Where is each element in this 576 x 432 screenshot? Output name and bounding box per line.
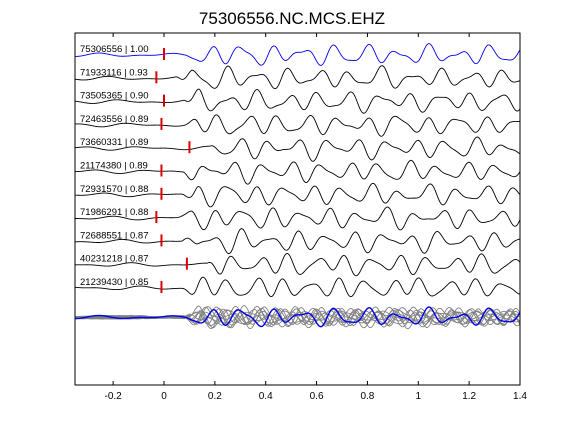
x-tick-label: 1.2 bbox=[462, 391, 476, 402]
stack-trace bbox=[74, 306, 521, 326]
trace-label: 21174380 | 0.89 bbox=[80, 161, 148, 172]
trace-label: 72688551 | 0.87 bbox=[80, 230, 149, 241]
trace-label: 71933116 | 0.93 bbox=[80, 67, 148, 78]
x-tick-label: 0.4 bbox=[259, 391, 273, 402]
trace-waveform bbox=[74, 88, 521, 114]
trace-waveform bbox=[74, 253, 521, 277]
x-tick-label: 0 bbox=[161, 391, 167, 402]
trace-waveform bbox=[75, 43, 521, 66]
trace-waveform bbox=[74, 228, 521, 255]
x-tick-label: 1.4 bbox=[513, 391, 527, 402]
trace-waveform bbox=[74, 65, 521, 90]
plot-frame bbox=[74, 32, 521, 386]
trace-label: 75306556 | 1.00 bbox=[80, 44, 149, 55]
trace-waveform bbox=[74, 182, 521, 208]
stack-trace bbox=[74, 305, 521, 329]
x-tick-label: -0.2 bbox=[105, 391, 123, 402]
trace-label: 72931570 | 0.88 bbox=[80, 184, 149, 195]
trace-label: 21239430 | 0.85 bbox=[80, 277, 149, 288]
trace-waveform bbox=[74, 276, 521, 298]
x-tick-label: 1 bbox=[416, 391, 422, 402]
trace-label: 73660331 | 0.89 bbox=[80, 137, 149, 148]
trace-waveform bbox=[74, 136, 521, 162]
trace-label: 71986291 | 0.88 bbox=[80, 207, 149, 218]
stack-reference-trace bbox=[74, 306, 521, 328]
trace-label: 72463556 | 0.89 bbox=[80, 114, 149, 125]
x-axis: -0.2 0 0.2 0.4 0.6 0.8 1 1.2 1.4 bbox=[105, 33, 527, 402]
trace-waveform bbox=[74, 159, 521, 185]
plot-area: 75306556 | 1.00 71933116 | 0.93 73505365 |… bbox=[74, 43, 521, 330]
trace-waveform bbox=[74, 114, 521, 137]
x-tick-label: 0.6 bbox=[310, 391, 324, 402]
trace-label: 40231218 | 0.87 bbox=[80, 254, 149, 265]
trace-label: 73505365 | 0.90 bbox=[80, 91, 149, 102]
x-tick-label: 0.2 bbox=[208, 391, 222, 402]
x-tick-label: 0.8 bbox=[360, 391, 374, 402]
chart-title: 75306556.NC.MCS.EHZ bbox=[199, 9, 385, 28]
trace-waveform bbox=[74, 206, 521, 231]
